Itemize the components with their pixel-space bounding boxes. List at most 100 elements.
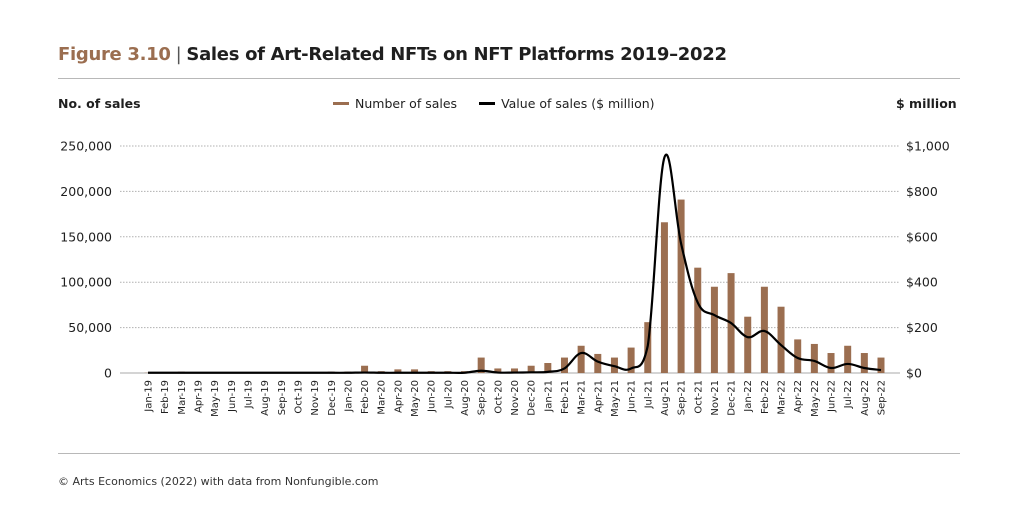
x-tick-label: May-20 bbox=[410, 380, 421, 417]
legend: Number of sales Value of sales ($ millio… bbox=[333, 96, 655, 111]
x-tick-label: Sep-22 bbox=[877, 380, 888, 415]
x-tick-label: Feb-20 bbox=[360, 380, 371, 414]
x-tick-label: Oct-20 bbox=[493, 380, 504, 414]
bar-sep-22 bbox=[877, 357, 885, 373]
title-separator: | bbox=[175, 44, 182, 65]
source-note: © Arts Economics (2022) with data from N… bbox=[58, 475, 379, 488]
bar-aug-21 bbox=[660, 222, 668, 373]
bottom-rule bbox=[58, 453, 960, 454]
y2-tick-label: $800 bbox=[906, 184, 938, 199]
x-tick-label: Jul-21 bbox=[643, 380, 654, 409]
x-tick-label: May-22 bbox=[810, 380, 821, 417]
x-tick-label: May-19 bbox=[210, 380, 221, 417]
x-tick-label: Feb-21 bbox=[560, 380, 571, 414]
x-tick-label: Apr-22 bbox=[793, 380, 804, 413]
bar-sep-20 bbox=[477, 357, 485, 373]
y-tick-label: 100,000 bbox=[60, 275, 112, 290]
legend-item-value-of-sales: Value of sales ($ million) bbox=[479, 96, 655, 111]
bar-aug-22 bbox=[860, 353, 868, 373]
x-tick-label: Mar-19 bbox=[177, 380, 188, 415]
y2-tick-label: $1,000 bbox=[906, 139, 950, 154]
x-tick-label: Mar-21 bbox=[577, 380, 588, 415]
bar-apr-20 bbox=[394, 369, 402, 373]
x-tick-label: Nov-19 bbox=[310, 380, 321, 416]
bar-jun-21 bbox=[627, 347, 635, 373]
figure-title-text: Sales of Art-Related NFTs on NFT Platfor… bbox=[186, 44, 727, 65]
x-tick-label: Mar-22 bbox=[777, 380, 788, 415]
y-tick-label: 200,000 bbox=[60, 184, 112, 199]
value-of-sales-line bbox=[148, 153, 882, 374]
x-tick-label: Dec-20 bbox=[527, 380, 538, 416]
x-tick-label: Sep-19 bbox=[277, 380, 288, 415]
bar-dec-20 bbox=[527, 365, 535, 373]
bar-feb-22 bbox=[760, 286, 768, 373]
x-tick-label: Jan-19 bbox=[144, 380, 155, 413]
top-rule bbox=[58, 78, 960, 79]
bar-nov-20 bbox=[511, 368, 518, 373]
bar-oct-21 bbox=[694, 267, 702, 373]
bar-jul-22 bbox=[844, 345, 852, 373]
bar-oct-20 bbox=[494, 368, 502, 373]
bar-mar-21 bbox=[577, 345, 585, 373]
bar-sep-21 bbox=[677, 199, 685, 373]
y-tick-label: 0 bbox=[104, 366, 112, 381]
x-tick-label: Jan-22 bbox=[743, 380, 754, 413]
bar-apr-21 bbox=[594, 353, 602, 373]
bar-may-22 bbox=[810, 343, 818, 373]
x-tick-label: Jul-20 bbox=[443, 380, 454, 409]
x-tick-label: Oct-19 bbox=[293, 380, 304, 414]
x-tick-label: Jul-19 bbox=[243, 380, 254, 409]
x-tick-label: Dec-19 bbox=[327, 380, 338, 416]
x-tick-label: Sep-20 bbox=[477, 380, 488, 415]
x-tick-label: Aug-21 bbox=[660, 380, 671, 416]
x-tick-label: Aug-20 bbox=[460, 380, 471, 416]
bar-feb-21 bbox=[560, 357, 568, 373]
x-tick-label: Apr-20 bbox=[393, 380, 404, 413]
legend-label: Number of sales bbox=[355, 96, 458, 111]
y-tick-label: 50,000 bbox=[68, 320, 112, 335]
x-tick-label: Nov-20 bbox=[510, 380, 521, 416]
x-tick-label: Dec-21 bbox=[727, 380, 738, 416]
legend-label: Value of sales ($ million) bbox=[501, 96, 655, 111]
x-tick-label: Mar-20 bbox=[377, 380, 388, 415]
x-tick-label: Oct-21 bbox=[693, 380, 704, 414]
figure-number: Figure 3.10 bbox=[58, 44, 171, 65]
x-tick-label: Apr-21 bbox=[593, 380, 604, 413]
bar-feb-20 bbox=[361, 365, 369, 373]
y2-tick-label: $400 bbox=[906, 275, 938, 290]
y2-tick-label: $200 bbox=[906, 320, 938, 335]
legend-item-number-of-sales: Number of sales bbox=[333, 96, 457, 111]
x-tick-label: Aug-22 bbox=[860, 380, 871, 416]
x-tick-label: May-21 bbox=[610, 380, 621, 417]
left-axis-title: No. of sales bbox=[58, 96, 141, 111]
x-tick-label: Jun-19 bbox=[227, 380, 238, 413]
x-tick-label: Jan-20 bbox=[343, 380, 354, 413]
x-tick-label: Jan-21 bbox=[543, 380, 554, 413]
bar-mar-22 bbox=[777, 306, 785, 373]
x-tick-label: Jun-21 bbox=[627, 380, 638, 413]
bar-apr-22 bbox=[794, 339, 802, 373]
bar-nov-21 bbox=[710, 286, 718, 373]
legend-swatch-bar bbox=[333, 102, 349, 105]
y2-tick-label: $600 bbox=[906, 229, 938, 244]
x-tick-label: Jul-22 bbox=[843, 380, 854, 409]
x-tick-label: Sep-21 bbox=[677, 380, 688, 415]
right-axis-title: $ million bbox=[896, 96, 957, 111]
x-tick-label: Feb-19 bbox=[160, 380, 171, 414]
y-tick-label: 150,000 bbox=[60, 229, 112, 244]
figure-title: Figure 3.10 | Sales of Art-Related NFTs on… bbox=[58, 44, 727, 65]
legend-swatch-line bbox=[479, 102, 496, 105]
x-tick-label: Nov-21 bbox=[710, 380, 721, 416]
bar-jun-22 bbox=[827, 353, 835, 373]
x-tick-label: Aug-19 bbox=[260, 380, 271, 416]
bar-jan-22 bbox=[744, 316, 752, 373]
bar-jan-21 bbox=[544, 363, 552, 373]
y-tick-label: 250,000 bbox=[60, 139, 112, 154]
y2-tick-label: $0 bbox=[906, 366, 922, 381]
bar-may-20 bbox=[411, 369, 419, 373]
x-tick-label: Jun-22 bbox=[827, 380, 838, 413]
x-tick-label: Jun-20 bbox=[427, 380, 438, 413]
x-tick-label: Apr-19 bbox=[193, 380, 204, 413]
x-tick-label: Feb-22 bbox=[760, 380, 771, 414]
